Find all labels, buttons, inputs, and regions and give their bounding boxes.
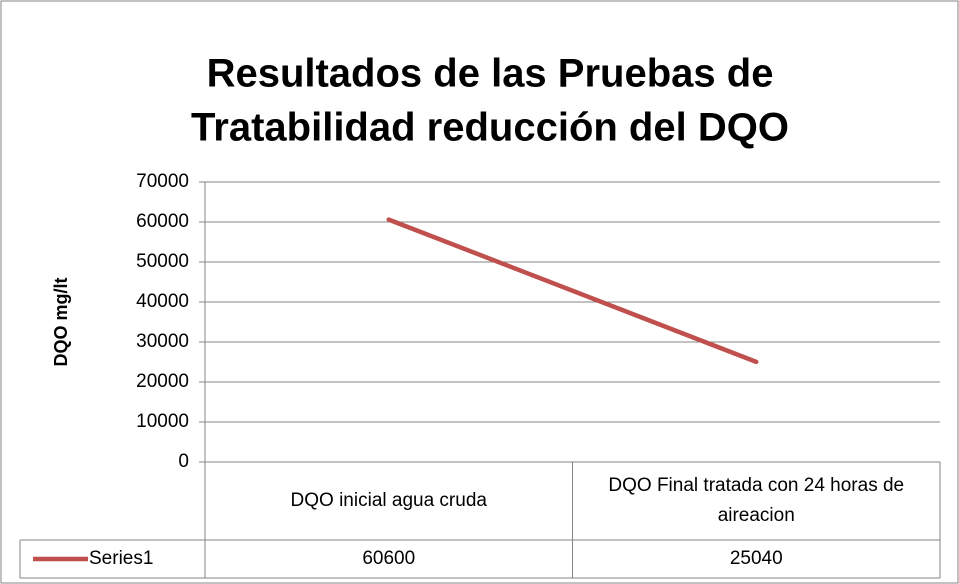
chart-title: Resultados de las Pruebas de [207,52,774,96]
table-value: 60600 [362,548,415,569]
y-tick-label: 40000 [136,291,189,312]
y-tick-label: 60000 [136,211,189,232]
x-tick-label-cell: DQO inicial agua cruda [290,490,487,511]
x-tick-label: DQO inicial agua cruda [290,490,487,511]
legend-label: Series1 [89,548,153,569]
y-tick-label: 50000 [136,251,189,272]
y-tick-label: 70000 [136,171,189,192]
x-tick-label-cell: DQO Final tratada con 24 horas de aireac… [608,475,905,526]
table-value: 25040 [730,548,783,569]
y-tick-label: 10000 [136,411,189,432]
y-axis-label: DQO mg/lt [51,277,71,366]
chart-title: Tratabilidad reducción del DQO [191,106,789,150]
x-tick-label: DQO Final tratada con 24 horas de aireac… [608,475,905,526]
y-tick-label: 0 [178,451,189,472]
series-line [386,217,759,365]
y-tick-label: 20000 [136,371,189,392]
y-tick-label: 30000 [136,331,189,352]
